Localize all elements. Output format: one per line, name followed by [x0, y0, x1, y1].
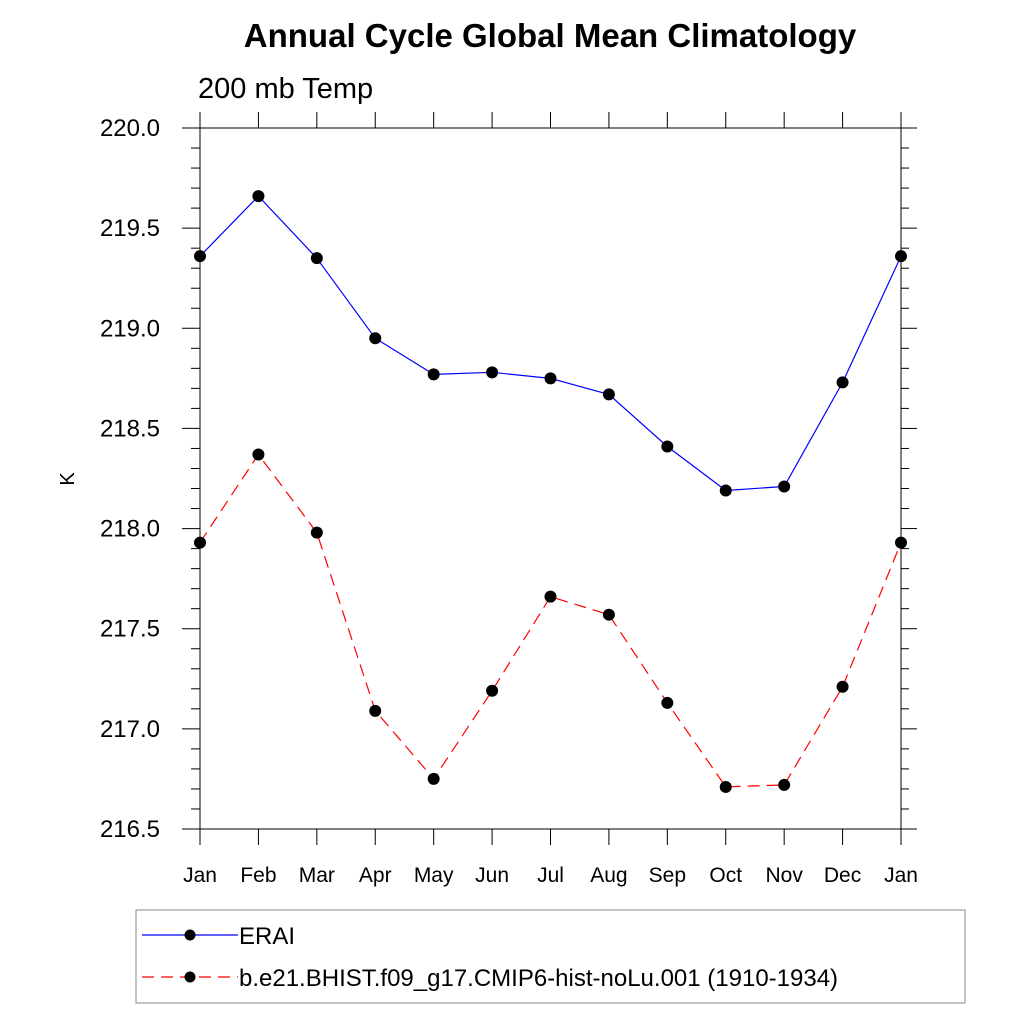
- legend-label-model: b.e21.BHIST.f09_g17.CMIP6-hist-noLu.001 …: [239, 965, 838, 992]
- data-point-erai: [252, 190, 265, 203]
- data-point-erai: [427, 368, 440, 381]
- plot-area: 216.5 217.0 217.5 218.0 218.5 219.0 219.5 220.0…: [100, 112, 918, 887]
- data-point-erai: [602, 388, 615, 401]
- data-point-model: [895, 536, 907, 549]
- data-point-erai: [369, 332, 382, 345]
- x-tick-label: May: [414, 864, 454, 887]
- y-tick-label: 217.5: [100, 616, 160, 643]
- y-tick-label: 220.0: [100, 115, 160, 142]
- data-point-erai: [836, 376, 849, 389]
- data-point-erai: [310, 252, 323, 265]
- chart-title: Annual Cycle Global Mean Climatology: [244, 17, 857, 54]
- y-tick-label: 217.0: [100, 716, 160, 743]
- data-point-model: [252, 448, 265, 461]
- legend-box: [135, 909, 966, 1004]
- data-point-model: [194, 536, 206, 549]
- data-point-model: [778, 778, 791, 791]
- x-tick-label: Apr: [359, 864, 392, 887]
- y-tick-label: 218.0: [100, 516, 160, 543]
- data-point-model: [661, 696, 674, 709]
- data-point-erai: [778, 480, 791, 493]
- data-point-erai: [895, 250, 907, 263]
- y-tick-label: 219.5: [100, 215, 160, 242]
- legend-label-erai: ERAI: [239, 923, 295, 950]
- y-tick-label: 216.5: [100, 816, 160, 843]
- legend: ERAI b.e21.BHIST.f09_g17.CMIP6-hist-noLu…: [135, 909, 966, 1004]
- data-point-erai: [194, 250, 206, 263]
- legend-marker-model: [184, 971, 196, 983]
- data-point-model: [544, 590, 557, 603]
- y-axis-label: K: [57, 472, 79, 486]
- chart-subtitle: 200 mb Temp: [198, 73, 373, 105]
- data-point-erai: [544, 372, 557, 385]
- y-tick-label: 219.0: [100, 315, 160, 342]
- x-tick-label: Dec: [824, 864, 861, 887]
- legend-marker-erai: [184, 929, 196, 941]
- x-tick-label: Mar: [299, 864, 335, 887]
- x-tick-label: Feb: [240, 864, 276, 887]
- x-tick-label: Sep: [649, 864, 686, 887]
- x-tick-label: Jan: [183, 864, 217, 887]
- x-tick-label: Oct: [709, 864, 742, 887]
- x-tick-label: Jun: [475, 864, 509, 887]
- x-tick-label: Nov: [765, 864, 803, 887]
- data-point-erai: [719, 484, 732, 497]
- y-tick-label: 218.5: [100, 415, 160, 442]
- data-point-model: [486, 684, 499, 697]
- x-tick-label: Aug: [590, 864, 627, 887]
- data-point-erai: [661, 440, 674, 453]
- data-point-model: [836, 680, 849, 693]
- data-point-model: [427, 772, 440, 785]
- data-point-model: [369, 704, 382, 717]
- data-point-model: [602, 608, 615, 621]
- x-tick-label: Jan: [884, 864, 918, 887]
- data-point-erai: [486, 366, 499, 379]
- data-point-model: [719, 780, 732, 793]
- data-point-model: [310, 526, 323, 539]
- x-tick-label: Jul: [537, 864, 564, 887]
